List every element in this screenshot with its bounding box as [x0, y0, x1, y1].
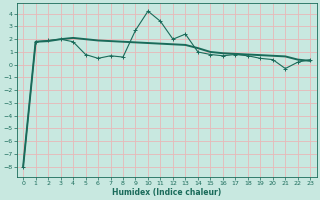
X-axis label: Humidex (Indice chaleur): Humidex (Indice chaleur) — [112, 188, 221, 197]
